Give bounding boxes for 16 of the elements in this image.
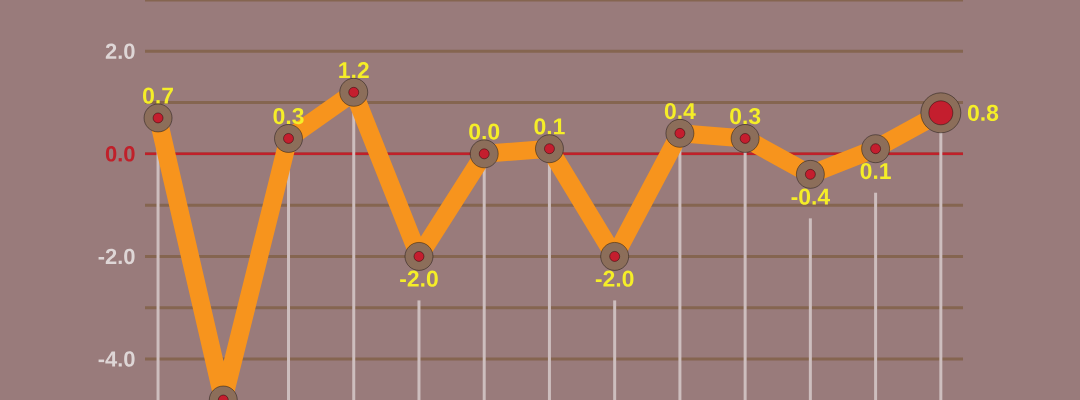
data-label: -2.0 [595,270,634,287]
data-label: -0.4 [791,188,830,205]
y-tick-label: 0.0 [105,146,135,162]
y-tick-label: -2.0 [98,248,135,265]
y-tick-label: 2.0 [105,43,135,60]
data-label: 1.2 [339,62,369,79]
data-label: -2.0 [400,270,438,287]
data-label: 0.7 [143,87,173,104]
data-label: 0.1 [534,118,565,135]
data-label: 0.3 [730,108,761,125]
data-label: 0.0 [469,123,500,140]
y-tick-label: -4.0 [98,351,135,367]
data-label: 0.8 [967,104,999,121]
data-label: 0.4 [664,102,696,120]
data-label: 0.3 [273,108,304,125]
data-label: 0.1 [860,162,891,180]
